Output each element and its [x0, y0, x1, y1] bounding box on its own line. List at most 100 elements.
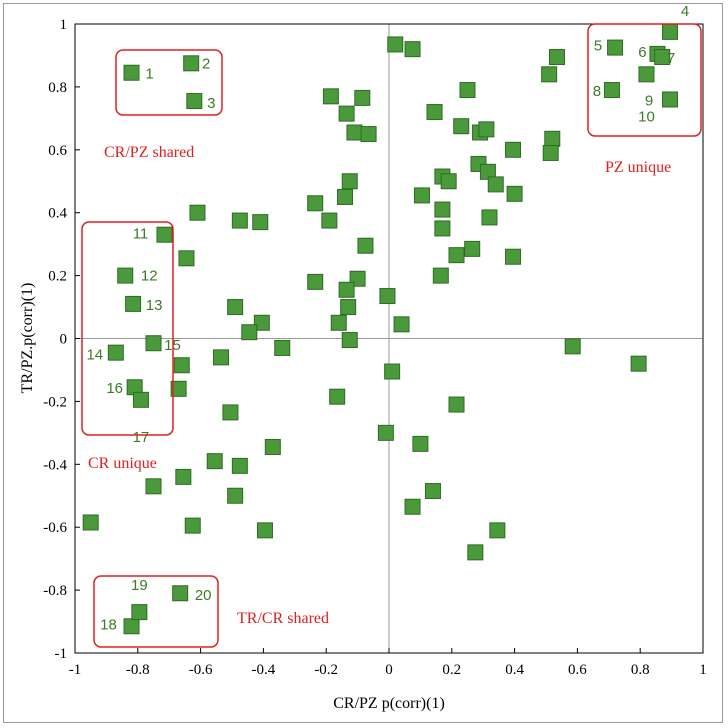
data-point — [379, 288, 396, 305]
y-tick-label: -1 — [55, 646, 68, 662]
labeled-data-point-15 — [145, 335, 162, 352]
data-point — [404, 41, 421, 58]
data-point — [548, 49, 565, 66]
labeled-data-point-17 — [132, 391, 149, 408]
x-tick-label: -1 — [69, 662, 82, 678]
data-point — [377, 424, 394, 441]
data-point — [541, 66, 558, 83]
data-point — [241, 324, 258, 341]
chart-frame — [3, 3, 723, 723]
point-label-12: 12 — [141, 268, 158, 285]
y-axis-label: TR/PZ.p(corr)(1) — [19, 283, 36, 394]
data-points — [82, 23, 679, 635]
data-point — [184, 517, 201, 534]
labeled-data-point-11 — [156, 226, 173, 243]
data-point — [231, 457, 248, 474]
data-point — [434, 220, 451, 237]
x-tick-label: 1 — [699, 662, 707, 678]
data-point — [173, 357, 190, 374]
point-label-18: 18 — [100, 616, 117, 633]
annotation-cr-pz-shared: CR/PZ shared — [104, 144, 194, 161]
y-tick-label: -0.4 — [43, 457, 67, 473]
annotation-cr-unique: CR unique — [88, 455, 157, 472]
x-tick-label: 0 — [385, 662, 393, 678]
x-tick-label: -0.4 — [252, 662, 276, 678]
labeled-data-point-8 — [603, 82, 620, 99]
data-point — [329, 388, 346, 405]
data-point — [253, 314, 270, 331]
labeled-data-point-2 — [183, 55, 200, 72]
data-point — [178, 250, 195, 267]
data-point — [175, 468, 192, 485]
x-tick-label: 0.6 — [568, 662, 587, 678]
x-axis-label: CR/PZ p(corr)(1) — [333, 695, 445, 712]
box-cr-pz-shared — [115, 49, 223, 116]
point-label-13: 13 — [146, 297, 163, 314]
x-tick-label: -0.2 — [314, 662, 338, 678]
labeled-data-point-10 — [638, 66, 655, 83]
data-point — [404, 498, 421, 515]
data-point — [307, 195, 324, 212]
data-point — [322, 88, 339, 105]
data-point — [222, 404, 239, 421]
point-label-5: 5 — [594, 38, 602, 55]
data-point — [340, 299, 357, 316]
labeled-data-point-13 — [125, 295, 142, 312]
grid-group — [75, 24, 703, 653]
data-point — [542, 144, 559, 161]
labeled-data-point-1 — [123, 64, 140, 81]
data-point — [440, 173, 457, 190]
data-point — [227, 487, 244, 504]
point-label-9: 9 — [645, 92, 653, 109]
data-point — [506, 185, 523, 202]
point-label-19: 19 — [131, 577, 148, 594]
point-label-11: 11 — [133, 226, 149, 243]
x-tick-label: 0.4 — [505, 662, 524, 678]
data-point — [467, 544, 484, 561]
labeled-data-point-14 — [107, 344, 124, 361]
data-point — [338, 105, 355, 122]
data-point — [206, 453, 223, 470]
data-point — [432, 267, 449, 284]
data-point — [213, 349, 230, 366]
y-tick-label: 0 — [60, 332, 68, 348]
data-point — [544, 130, 561, 147]
data-point — [346, 124, 363, 141]
data-point — [387, 36, 404, 53]
data-point — [360, 126, 377, 143]
data-point — [393, 316, 410, 333]
data-point — [464, 240, 481, 257]
data-point — [354, 89, 371, 106]
labeled-data-point-9 — [662, 91, 679, 108]
annotation-tr-cr-shared: TR/CR shared — [237, 610, 329, 627]
labeled-data-point-20 — [172, 585, 189, 602]
x-tick-label: 0.8 — [631, 662, 650, 678]
x-tick-label: -0.6 — [189, 662, 213, 678]
data-point — [630, 355, 647, 372]
point-label-16: 16 — [106, 380, 123, 397]
y-tick-label: 0.8 — [48, 80, 67, 96]
box-cr-unique — [81, 221, 174, 436]
x-tick-label: 0.2 — [442, 662, 461, 678]
point-label-17: 17 — [133, 429, 150, 446]
box-pz-unique — [587, 23, 702, 137]
y-tick-label: -0.8 — [43, 583, 67, 599]
data-point — [338, 281, 355, 298]
data-point — [448, 396, 465, 413]
y-tick-label: -0.6 — [43, 520, 67, 536]
data-point — [487, 176, 504, 193]
point-label-14: 14 — [86, 347, 103, 364]
data-point — [256, 522, 273, 539]
data-point — [564, 338, 581, 355]
data-point — [170, 380, 187, 397]
point-label-8: 8 — [593, 83, 601, 100]
data-point — [424, 483, 441, 500]
data-point — [505, 248, 522, 265]
data-point — [341, 173, 358, 190]
point-label-1: 1 — [145, 66, 153, 83]
y-tick-label: 0.2 — [48, 269, 67, 285]
data-point — [307, 273, 324, 290]
labeled-data-point-18 — [123, 618, 140, 635]
